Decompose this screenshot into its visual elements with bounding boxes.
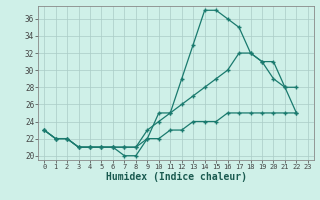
X-axis label: Humidex (Indice chaleur): Humidex (Indice chaleur) [106, 172, 246, 182]
